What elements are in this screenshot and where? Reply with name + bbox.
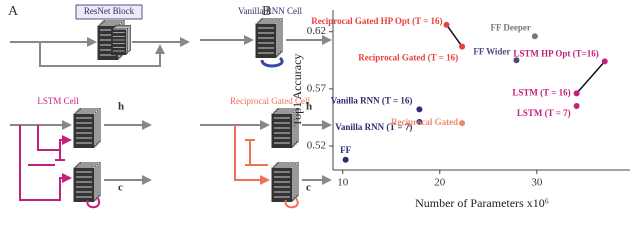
cell-block — [74, 108, 100, 148]
point-label: LSTM (T = 7) — [517, 108, 571, 118]
x-tick-label: 20 — [434, 177, 446, 189]
point-label: Reciprocal Gated (T = 16) — [358, 53, 458, 63]
cell-block — [272, 162, 298, 202]
point-label: Vanilla RNN (T = 7) — [335, 122, 412, 132]
y-tick-label: 0.62 — [307, 25, 326, 37]
data-point — [601, 58, 608, 65]
panel-a: A ResNet Block Vanilla RNN Cell LSTM Cel… — [8, 4, 332, 209]
data-point — [342, 156, 349, 163]
reciprocal-diagram: Reciprocal Gated Cell h c — [200, 96, 332, 209]
connector — [445, 24, 463, 48]
panel-b: B Number of Parameters x10⁶ Top1 Accurac… — [262, 4, 630, 210]
vanilla-diagram: Vanilla RNN Cell — [200, 6, 332, 68]
state-label: c — [306, 182, 311, 194]
data-point — [531, 33, 538, 40]
cell-title: ResNet Block — [84, 6, 135, 16]
state-label: h — [118, 101, 124, 113]
cell-block — [74, 162, 100, 202]
data-point — [443, 21, 450, 28]
y-tick-label: 0.52 — [307, 140, 326, 152]
panel-label: A — [8, 4, 19, 19]
point-label: Reciprocal Gated — [391, 117, 458, 127]
x-axis-label: Number of Parameters x10⁶ — [415, 196, 549, 210]
cell-block — [256, 18, 282, 58]
x-tick-label: 10 — [337, 177, 349, 189]
resnet-diagram: ResNet Block — [10, 4, 190, 67]
state-label: c — [118, 182, 123, 194]
data-point — [459, 120, 466, 127]
cell-title: Reciprocal Gated Cell — [230, 96, 310, 106]
connector — [576, 60, 606, 94]
state-label: h — [306, 101, 312, 113]
data-point — [573, 103, 580, 109]
cell-title: LSTM Cell — [37, 96, 79, 106]
point-label: FF Deeper — [490, 22, 530, 32]
point-label: FF Wider — [473, 46, 510, 56]
data-point — [573, 90, 580, 97]
data-point — [459, 43, 466, 50]
point-label: LSTM HP Opt (T=16) — [513, 48, 598, 58]
point-label: Reciprocal Gated HP Opt (T = 16) — [311, 16, 442, 26]
point-label: Vanilla RNN (T = 16) — [331, 95, 413, 105]
data-point — [513, 57, 520, 64]
figure: A ResNet Block Vanilla RNN Cell LSTM Cel… — [8, 4, 630, 210]
panel-label: B — [262, 4, 271, 19]
lstm-diagram: LSTM Cell h c — [10, 96, 152, 209]
y-axis-label: Top1 Accuracy — [290, 54, 304, 127]
x-tick-label: 30 — [531, 177, 543, 189]
data-point — [416, 106, 423, 113]
data-point — [416, 119, 423, 125]
cell-title: Vanilla RNN Cell — [238, 6, 302, 16]
title-box — [75, 4, 143, 20]
point-label: LSTM (T = 16) — [512, 87, 570, 97]
point-label: FF — [340, 145, 351, 155]
y-tick-label: 0.57 — [307, 82, 327, 94]
